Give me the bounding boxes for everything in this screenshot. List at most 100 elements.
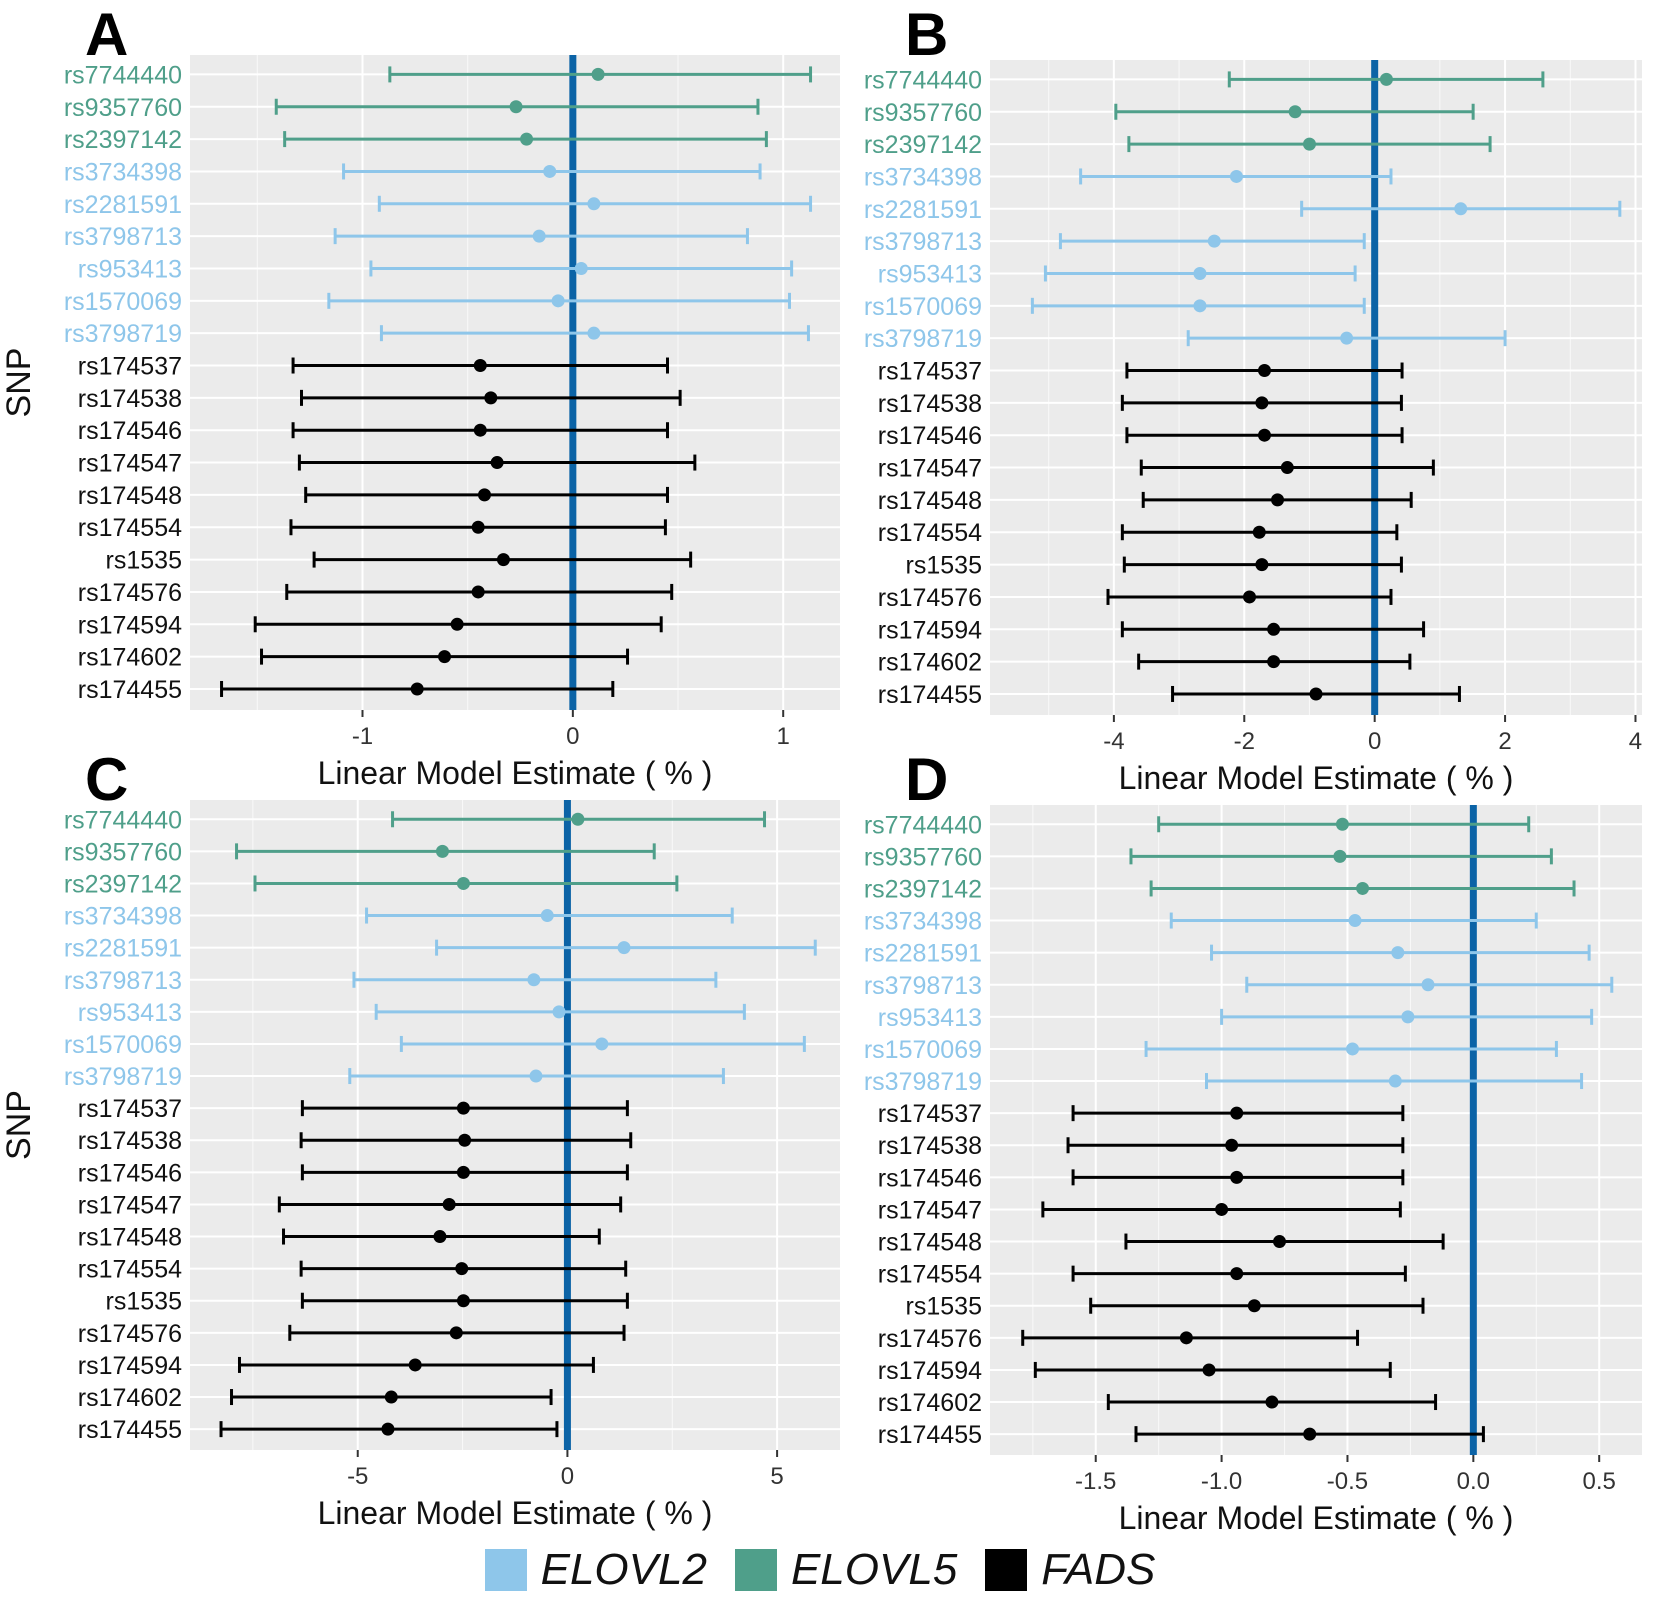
panel-a-ytick-label: rs174576: [78, 579, 182, 607]
panel-a-point-rs7744440: [591, 67, 605, 81]
panel-d-letter: D: [905, 746, 948, 813]
panel-b-xtick-label: 4: [1629, 728, 1642, 755]
panel-b-point-rs174538: [1255, 396, 1269, 410]
panel-b-point-rs9357760: [1288, 105, 1302, 119]
panel-b-point-rs7744440: [1379, 72, 1393, 86]
panel-d-point-rs3798713: [1421, 978, 1435, 992]
panel-d-point-rs174546: [1230, 1170, 1244, 1184]
panel-c-ytick-label: rs174538: [78, 1127, 182, 1155]
panel-c-ytick-label: rs174547: [78, 1191, 182, 1219]
panel-a-point-rs174537: [473, 359, 487, 373]
panel-b-point-rs3798713: [1207, 234, 1221, 248]
panel-d-xtick-label: -0.5: [1327, 1468, 1368, 1495]
panel-c-ytick-label: rs174548: [78, 1224, 182, 1252]
panel-d-xtick-label: -1.0: [1201, 1468, 1242, 1495]
panel-b-ytick-label: rs953413: [878, 260, 982, 288]
panel-d-ytick-label: rs174537: [878, 1100, 982, 1128]
panel-c-xtick-label: -5: [347, 1463, 368, 1490]
panel-b-ytick-label: rs1570069: [864, 293, 982, 321]
legend-swatch-elovl2: [484, 1549, 527, 1591]
legend-swatch-elovl5: [734, 1549, 777, 1591]
panel-d-point-rs2281591: [1391, 946, 1405, 960]
legend: ELOVL2 ELOVL5 FADS: [0, 1540, 1654, 1600]
panel-c-ytick-label: rs174594: [78, 1352, 182, 1380]
panel-b-ytick-label: rs2281591: [864, 196, 982, 224]
panel-d-point-rs174576: [1179, 1331, 1193, 1345]
panel-a-point-rs174547: [490, 456, 504, 470]
panel-c-ytick-label: rs174576: [78, 1320, 182, 1348]
panel-c-point-rs174594: [408, 1358, 422, 1372]
panel-c-ytick-label: rs9357760: [64, 838, 182, 866]
panel-d-point-rs3734398: [1348, 914, 1362, 928]
panel-a-point-rs174546: [473, 423, 487, 437]
panel-d-ytick-label: rs2397142: [864, 875, 982, 903]
panel-c-ytick-label: rs953413: [78, 999, 182, 1027]
panel-b-xtick-label: 2: [1498, 728, 1511, 755]
panel-c-ytick-label: rs3798719: [64, 1063, 182, 1091]
panel-c-point-rs3798719: [529, 1069, 543, 1083]
panel-d-point-rs174594: [1202, 1363, 1216, 1377]
panel-c-ytick-label: rs3734398: [64, 903, 182, 931]
panel-b-xtick-label: 0: [1368, 728, 1381, 755]
panel-a-ytick-label: rs3798719: [64, 320, 182, 348]
panel-c-point-rs2397142: [456, 876, 470, 890]
panel-b-point-rs174554: [1252, 525, 1266, 539]
panel-a-ytick-label: rs174537: [78, 353, 182, 381]
panel-b-point-rs2281591: [1454, 202, 1468, 216]
panel-a-xtick-label: 1: [777, 723, 790, 750]
panel-a-point-rs3734398: [543, 164, 557, 178]
panel-c-ytick-label: rs3798713: [64, 967, 182, 995]
panel-d-point-rs174602: [1265, 1395, 1279, 1409]
panel-d-ytick-label: rs174538: [878, 1132, 982, 1160]
panel-b-point-rs174594: [1267, 622, 1281, 636]
panel-c-ytick-label: rs174554: [78, 1256, 182, 1284]
panel-a-point-rs2281591: [587, 197, 601, 211]
panel-b-point-rs174546: [1257, 428, 1271, 442]
panel-d-ytick-label: rs174455: [878, 1421, 982, 1449]
legend-item-elovl2: ELOVL2: [484, 1545, 707, 1595]
panel-d-point-rs174455: [1303, 1427, 1317, 1441]
panel-a-ytick-label: rs1535: [106, 547, 182, 575]
panel-d-xtick-label: 0.0: [1457, 1468, 1490, 1495]
panel-a-ytick-label: rs3798713: [64, 223, 182, 251]
panel-a-point-rs174576: [471, 585, 485, 599]
panel-a-ytick-label: rs174594: [78, 611, 182, 639]
forest-plot-figure: rs7744440 rs9357760 rs2397142 rs3734398 rs22…: [0, 1, 1642, 1536]
panel-a-point-rs174594: [450, 617, 464, 631]
panel-b-xtick-label: -4: [1103, 728, 1124, 755]
panel-a-ytick-label: rs174554: [78, 514, 182, 542]
panel-c-point-rs7744440: [571, 812, 585, 826]
panel-a-ytick-label: rs1570069: [64, 288, 182, 316]
panel-a-ylabel: SNP: [0, 348, 38, 418]
legend-item-elovl5: ELOVL5: [734, 1545, 957, 1595]
panel-b-point-rs174602: [1267, 655, 1281, 669]
panel-b-point-rs174547: [1280, 461, 1294, 475]
panel-a-background: [190, 55, 840, 710]
panel-a-ytick-label: rs174548: [78, 482, 182, 510]
panel-b-point-rs953413: [1193, 266, 1207, 280]
panel-b-ytick-label: rs174547: [878, 455, 982, 483]
panel-b-point-rs174537: [1257, 364, 1271, 378]
panel-c-point-rs174548: [433, 1230, 447, 1244]
panel-b-ytick-label: rs174554: [878, 519, 982, 547]
panel-b-ytick-label: rs2397142: [864, 131, 982, 159]
panel-a-ytick-label: rs174602: [78, 644, 182, 672]
panel-a-ytick-label: rs3734398: [64, 158, 182, 186]
panel-c-point-rs174546: [456, 1165, 470, 1179]
panel-a-ytick-label: rs2397142: [64, 126, 182, 154]
panel-d-point-rs9357760: [1333, 849, 1347, 863]
panel-b-point-rs174455: [1309, 687, 1323, 701]
panel-d-ytick-label: rs9357760: [864, 843, 982, 871]
panel-d-point-rs2397142: [1356, 881, 1370, 895]
panel-d-ytick-label: rs953413: [878, 1004, 982, 1032]
panel-d-ytick-label: rs3798713: [864, 972, 982, 1000]
panel-a-point-rs174548: [477, 488, 491, 502]
panel-a-point-rs1535: [496, 553, 510, 567]
panel-b-ytick-label: rs1535: [906, 552, 982, 580]
panel-d-ytick-label: rs174548: [878, 1229, 982, 1257]
panel-a-xlabel: Linear Model Estimate ( % ): [318, 755, 713, 791]
panel-a-point-rs174455: [410, 682, 424, 696]
panel-d-xtick-label: 0.5: [1583, 1468, 1616, 1495]
panel-b-ytick-label: rs7744440: [864, 66, 982, 94]
panel-b-xtick-label: -2: [1234, 728, 1255, 755]
